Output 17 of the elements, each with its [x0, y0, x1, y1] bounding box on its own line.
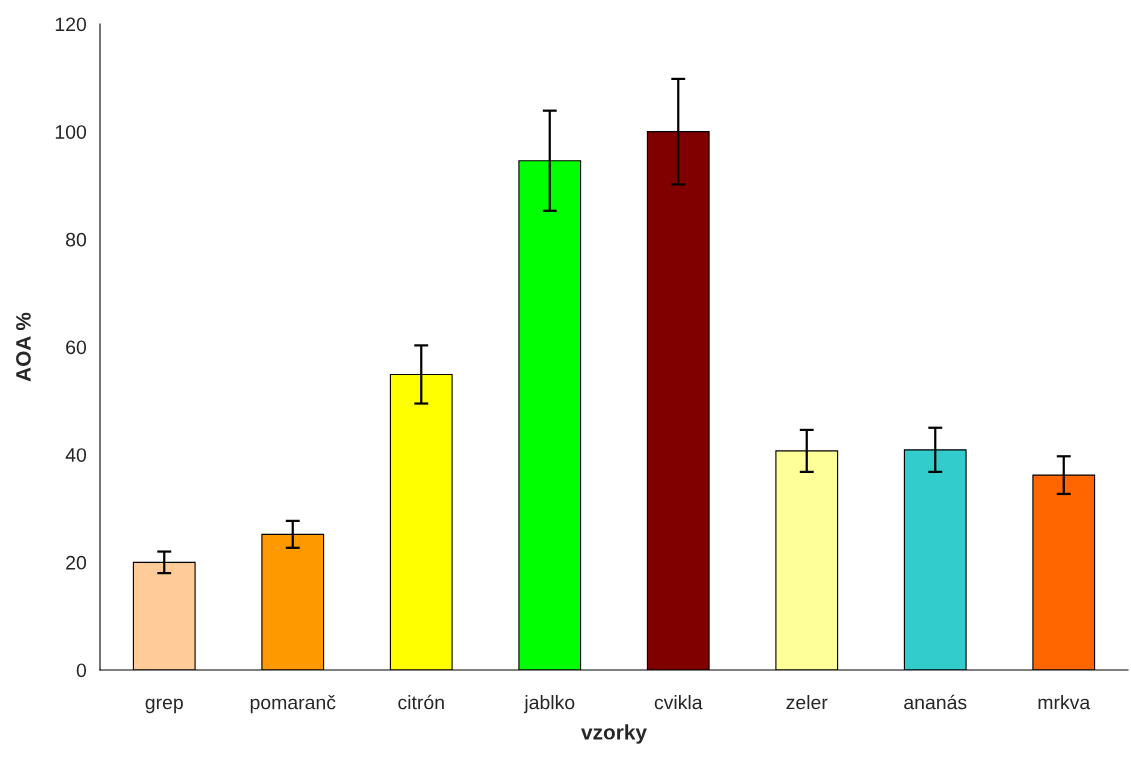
y-tick-label: 40	[65, 448, 87, 462]
x-tick-label: ananás	[904, 694, 967, 710]
y-tick-label: 120	[55, 17, 87, 32]
x-tick-label: grep	[145, 698, 183, 714]
y-tick-label: 80	[66, 232, 87, 247]
x-tick-label: zeler	[786, 695, 828, 710]
x-tick-label: mrkva	[1038, 695, 1091, 710]
y-tick-label: 100	[55, 125, 87, 139]
x-tick-label: cvikla	[654, 695, 703, 710]
x-tick-label: citrón	[398, 694, 444, 710]
y-tick-label: 20	[66, 555, 87, 570]
x-axis-title: vzorky	[581, 724, 647, 744]
x-tick-label: pomaranč	[250, 695, 336, 714]
y-tick-label: 0	[76, 663, 87, 678]
y-axis-title: AOA %	[16, 312, 31, 382]
x-tick-label: jablko	[523, 695, 575, 714]
y-tick-label: 60	[66, 340, 87, 355]
